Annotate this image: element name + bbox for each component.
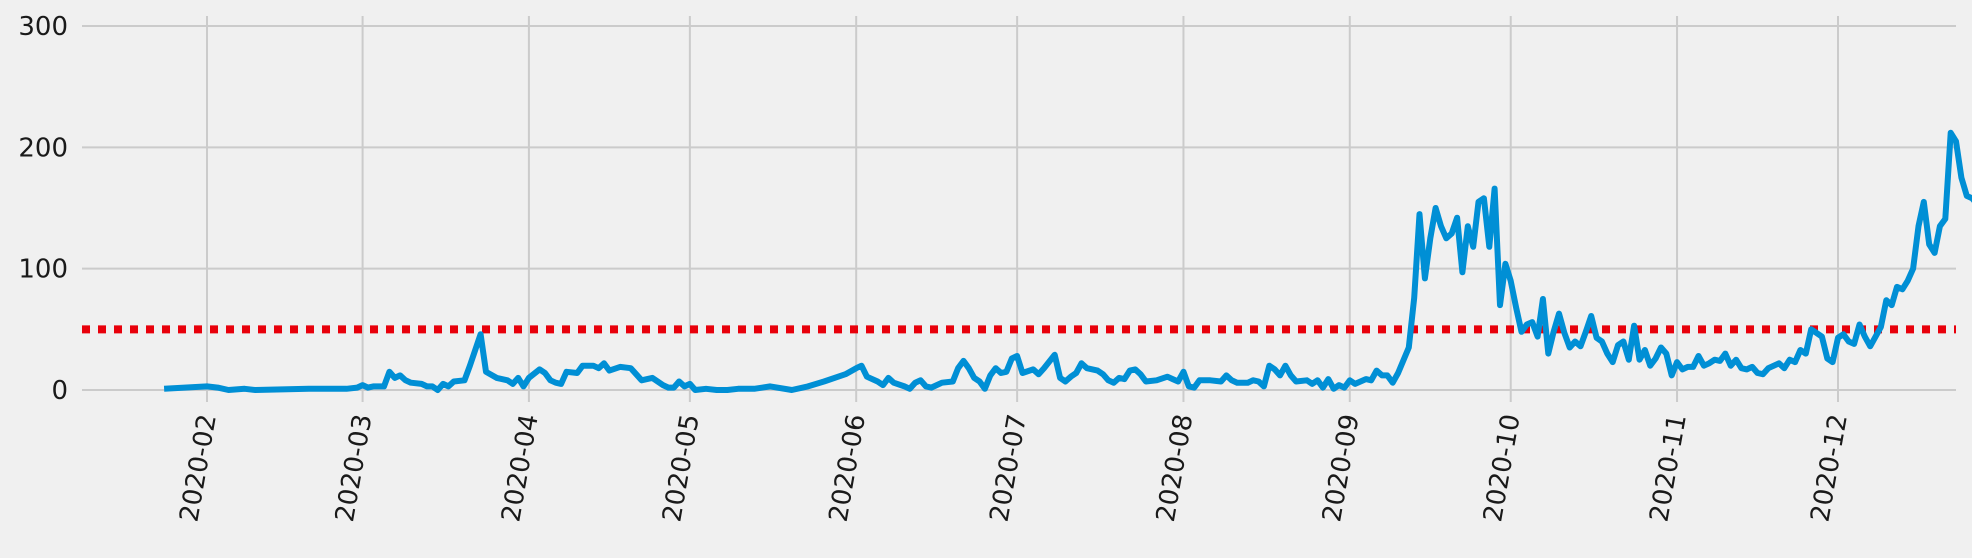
x-axis-ticks: 2020-02 2020-03 2020-04 2020-05 2020-06 2020-…	[174, 412, 1853, 524]
x-tick-label: 2020-12	[1805, 412, 1853, 524]
grid	[82, 16, 1956, 402]
x-tick-label: 2020-09	[1317, 412, 1365, 524]
y-axis-ticks: 0 100 200 300	[18, 12, 68, 406]
series-group	[163, 129, 1972, 393]
y-tick-label: 100	[18, 255, 68, 285]
x-tick-label: 2020-11	[1645, 412, 1693, 524]
x-tick-label: 2020-04	[496, 412, 544, 524]
x-tick-label: 2020-10	[1478, 412, 1526, 524]
y-tick-label: 0	[51, 376, 68, 406]
x-tick-label: 2020-05	[657, 412, 705, 524]
x-tick-label: 2020-02	[174, 412, 222, 524]
x-tick-label: 2020-03	[330, 412, 378, 524]
x-tick-label: 2020-08	[1151, 412, 1199, 524]
x-tick-label: 2020-07	[985, 412, 1033, 524]
y-tick-label: 300	[18, 12, 68, 42]
y-tick-label: 200	[18, 133, 68, 163]
series-line	[163, 129, 1972, 393]
x-tick-label: 2020-06	[824, 412, 872, 524]
